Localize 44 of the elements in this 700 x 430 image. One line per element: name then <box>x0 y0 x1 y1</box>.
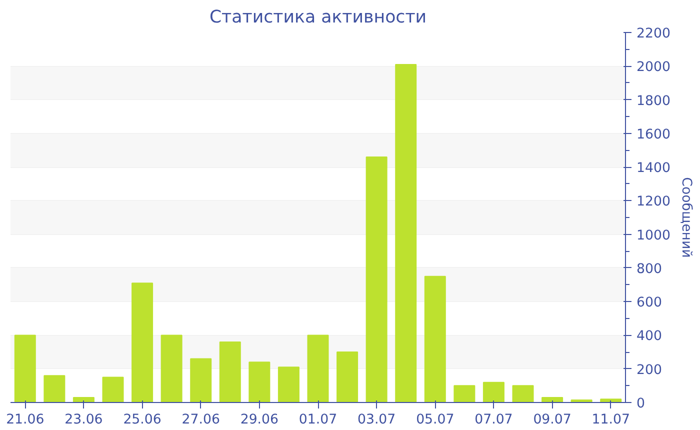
x-tick-label: 07.07 <box>474 412 513 428</box>
x-tick-label: 05.07 <box>416 412 454 428</box>
bar <box>424 276 446 402</box>
bar <box>72 396 94 402</box>
bar <box>44 375 66 402</box>
bar <box>132 282 154 402</box>
x-tick-label: 25.06 <box>123 412 162 428</box>
y-tick-label: 2200 <box>636 26 670 42</box>
y-tick-label: 800 <box>636 262 662 277</box>
bar <box>160 334 182 402</box>
y-tick-label: 1800 <box>636 94 670 109</box>
x-tick-label: 21.06 <box>6 412 44 428</box>
chart-title: Статистика активности <box>209 8 427 28</box>
y-tick-label: 1400 <box>636 161 670 176</box>
bar <box>454 385 476 402</box>
y-tick-label: 2000 <box>636 60 670 76</box>
y-axis-title: Сообщений <box>678 177 694 258</box>
bar <box>219 341 241 402</box>
x-tick-label: 23.06 <box>64 412 103 428</box>
x-tick-label: 27.06 <box>182 412 220 428</box>
x-tick-label: 09.07 <box>533 412 572 428</box>
y-tick-label: 600 <box>636 296 662 311</box>
bar <box>190 358 212 402</box>
bar <box>395 64 417 402</box>
x-tick-label: 29.06 <box>240 412 279 428</box>
x-tick-label: 01.07 <box>298 412 338 428</box>
y-tick-label: 1200 <box>636 194 670 210</box>
bar <box>482 382 504 402</box>
y-tick-label: 200 <box>636 362 662 378</box>
bar <box>336 352 358 402</box>
y-tick-label: 1600 <box>636 127 670 142</box>
y-tick-label: 0 <box>636 396 645 412</box>
bar <box>307 334 329 402</box>
y-tick-label: 1000 <box>636 228 670 244</box>
bar <box>248 362 270 402</box>
x-tick-label: 03.07 <box>357 412 396 428</box>
bar <box>366 156 388 402</box>
bar <box>278 366 300 402</box>
bar <box>14 334 36 402</box>
bar <box>102 376 124 402</box>
bar <box>512 385 534 402</box>
x-tick-label: 11.07 <box>592 412 630 428</box>
y-tick-label: 400 <box>636 329 662 344</box>
bar <box>542 396 564 402</box>
